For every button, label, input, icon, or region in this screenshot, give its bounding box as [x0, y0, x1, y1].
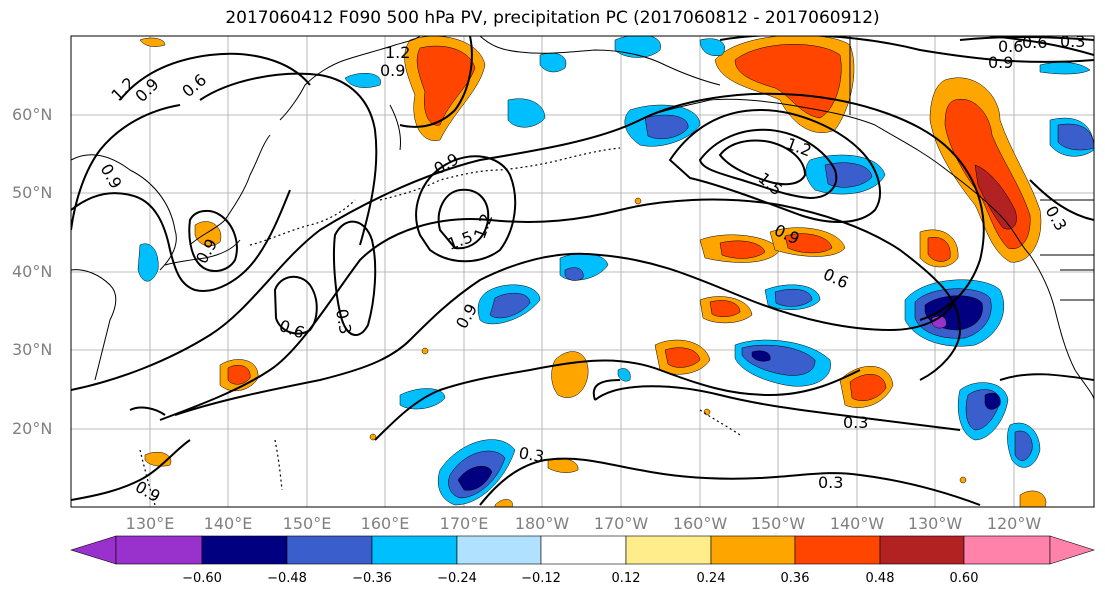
colorbar-segment: [710, 535, 796, 565]
colorbar-tick-label: 0.48: [865, 571, 895, 586]
contour-label: 0.3: [517, 443, 545, 466]
contour-label: 0.9: [380, 61, 405, 80]
colorbar-segment: [115, 535, 203, 565]
colorbar-max-extension: [1049, 535, 1095, 565]
map-frame: [70, 35, 1095, 508]
island-chains: [139, 147, 741, 506]
contour-label: 0.3: [332, 307, 355, 335]
lon-label: 160°W: [672, 514, 728, 533]
lon-label: 150°W: [750, 514, 806, 533]
colorbar-tick-label: −0.36: [352, 571, 392, 586]
colorbar-tick-label: 0.60: [949, 571, 979, 586]
contour-label: 0.3: [818, 473, 843, 492]
map-title: 2017060412 F090 500 hPa PV, precipitatio…: [225, 8, 880, 28]
lon-label: 150°E: [282, 514, 332, 533]
contour-label: 0.6: [998, 37, 1023, 56]
lat-label: 40°N: [12, 262, 53, 281]
colorbar-segment: [879, 535, 965, 565]
contour-label: 1.2: [385, 43, 410, 62]
contour-label: 0.9: [988, 53, 1013, 72]
lat-label: 30°N: [12, 340, 53, 359]
colorbar-segment: [201, 535, 288, 565]
colorbar-min-extension: [69, 535, 117, 565]
colorbar-segment: [794, 535, 881, 565]
colorbar-tick-label: 0.24: [696, 571, 726, 586]
pv-contours: [71, 36, 1094, 506]
lon-label: 160°E: [360, 514, 410, 533]
lon-label: 130°W: [907, 514, 963, 533]
colorbar-tick-label: −0.12: [521, 571, 561, 586]
colorbar-segment: [540, 535, 627, 565]
lon-label: 140°W: [829, 514, 885, 533]
contour-label: 0.3: [843, 413, 868, 432]
lon-label: 180°W: [514, 514, 570, 533]
coastlines: [71, 36, 1094, 401]
colorbar-tick-label: −0.24: [437, 571, 477, 586]
lat-label: 60°N: [12, 105, 53, 124]
colorbar-segment: [371, 535, 458, 565]
colorbar-tick-label: 0.36: [780, 571, 810, 586]
lon-label: 140°E: [203, 514, 253, 533]
lon-label: 170°E: [439, 514, 489, 533]
colorbar-tick-label: −0.60: [182, 571, 222, 586]
colorbar: [69, 535, 1095, 565]
colorbar-segment: [963, 535, 1051, 565]
colorbar-segment: [625, 535, 712, 565]
lon-label: 170°W: [593, 514, 649, 533]
contour-label: 0.3: [1060, 32, 1085, 51]
lon-label: 120°W: [986, 514, 1042, 533]
colorbar-tick-label: −0.48: [267, 571, 307, 586]
lon-label: 130°E: [125, 514, 175, 533]
colorbar-tick-label: 0.12: [611, 571, 641, 586]
colorbar-segment: [456, 535, 542, 565]
lat-label: 50°N: [12, 183, 53, 202]
lat-label: 20°N: [12, 419, 53, 438]
colorbar-segment: [286, 535, 373, 565]
contour-label: 0.6: [1022, 33, 1047, 52]
